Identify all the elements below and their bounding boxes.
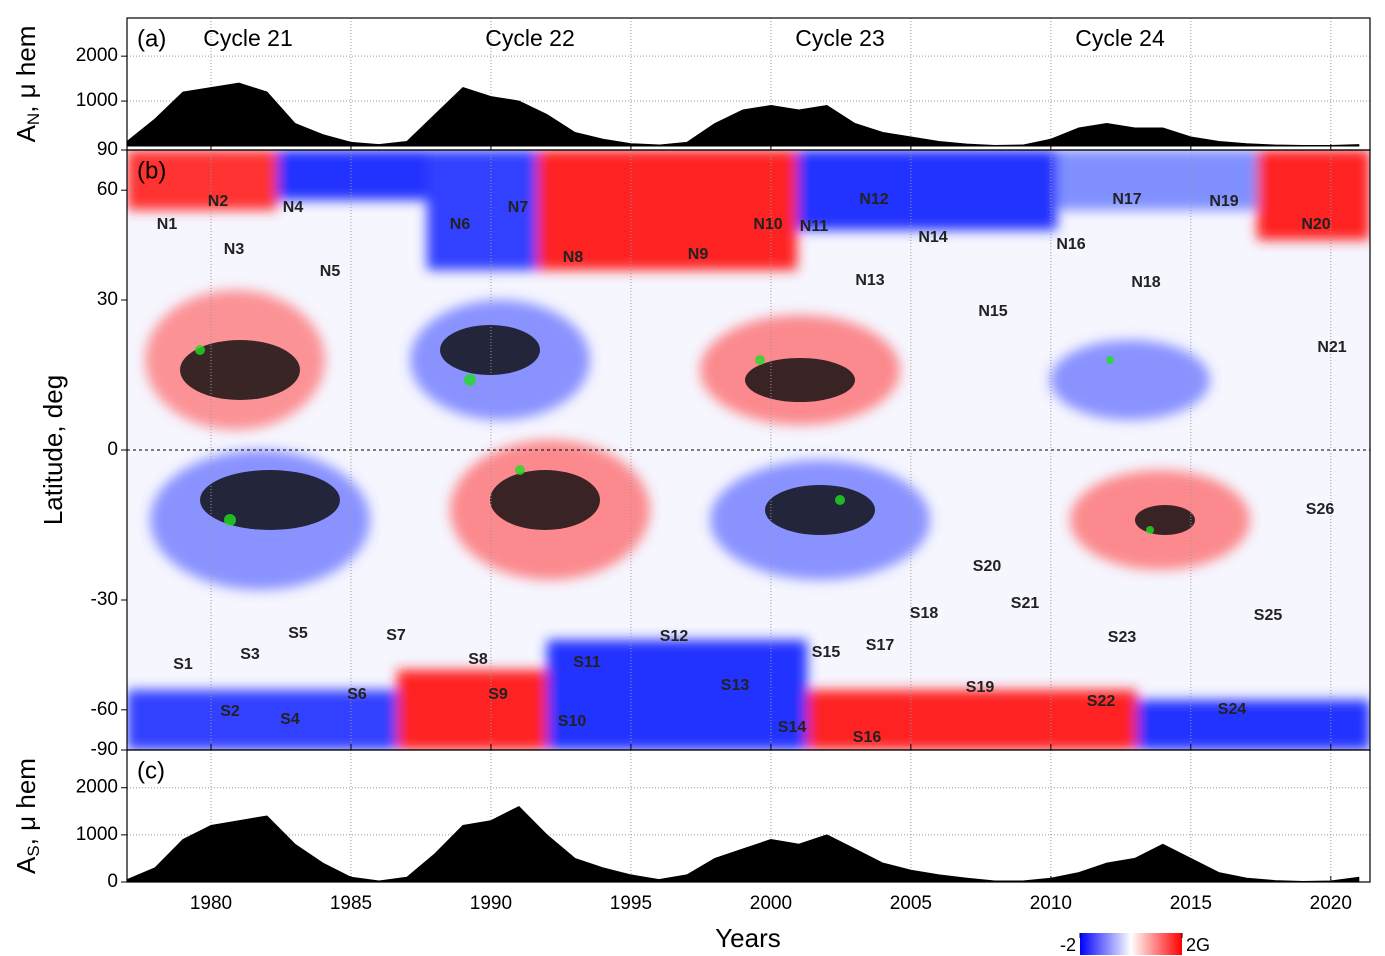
panel-label: (b) [137,157,166,184]
drift-label: S19 [966,679,995,696]
drift-label: S8 [468,651,488,668]
x-tick-label: 2005 [890,893,932,914]
drift-label: S4 [280,711,300,728]
x-tick-label: 1995 [610,893,652,914]
x-tick-label: 2020 [1310,893,1352,914]
drift-label: S15 [812,644,841,661]
drift-label: N15 [978,303,1007,320]
y-label-main: A [11,856,41,874]
drift-label: N1 [157,216,178,233]
drift-label: N12 [859,191,888,208]
drift-label: N21 [1317,339,1346,356]
drift-label: N2 [208,193,229,210]
drift-label: N13 [855,272,884,289]
drift-label: S18 [910,605,939,622]
colorbar [1080,933,1182,955]
drift-label: N8 [563,249,584,266]
drift-label: S14 [778,719,807,736]
drift-label: S16 [853,729,882,746]
drift-label: N19 [1209,193,1238,210]
drift-label: N9 [688,246,709,263]
drift-label: S13 [721,677,750,694]
cycle-label: Cycle 22 [485,25,574,51]
y-label-rest: , μ hem [11,26,41,113]
drift-label: S10 [558,713,587,730]
area [126,805,1360,883]
y-axis-label: AS, μ hem [11,758,44,874]
x-tick-label: 1990 [470,893,512,914]
y-label-sub: S [24,845,43,856]
x-tick-label: 2000 [750,893,792,914]
y-tick-label: 1000 [76,824,118,845]
cycle-label: Cycle 24 [1075,25,1165,51]
drift-label: S3 [240,646,260,663]
panel-frame [126,749,1371,883]
colorbar-label: -2 [1060,935,1076,955]
drift-label: S22 [1087,693,1116,710]
drift-label: N20 [1301,216,1330,233]
drift-label: N11 [800,218,829,235]
y-tick-label: 60 [97,179,118,200]
y-tick-label: -90 [91,739,118,760]
drift-label: N4 [283,199,304,216]
drift-label: S23 [1108,629,1137,646]
drift-label: S25 [1254,607,1283,624]
y-tick-label: -30 [91,589,118,610]
y-tick-label: 1000 [76,90,118,111]
drift-label: S2 [220,703,240,720]
drift-label: S5 [288,625,308,642]
drift-label: S1 [173,656,193,673]
drift-label: N18 [1131,274,1160,291]
drift-label: N14 [918,229,947,246]
drift-label: S20 [973,558,1002,575]
x-tick-label: 1980 [190,893,232,914]
drift-label: N17 [1112,191,1141,208]
y-label-rest: , μ hem [11,758,41,845]
y-tick-label: 2000 [76,45,118,66]
x-tick-label: 1985 [330,893,372,914]
drift-label: S24 [1218,701,1247,718]
panel-label: (a) [137,25,166,52]
y-tick-label: -60 [91,699,118,720]
drift-label: S7 [386,627,406,644]
y-axis-label: Latitude, deg [38,375,68,525]
drift-label: S12 [660,628,689,645]
cycle-label: Cycle 23 [795,25,884,51]
y-tick-label: 30 [97,289,118,310]
panel-label: (c) [137,757,165,784]
drift-label: N7 [508,199,529,216]
drift-label: S26 [1306,501,1335,518]
y-tick-label: 90 [97,139,118,160]
drift-label: N6 [450,216,471,233]
y-label-main: A [11,124,41,142]
y-axis-label: AN, μ hem [11,26,44,143]
y-tick-label: 0 [107,439,118,460]
drift-label: N16 [1056,236,1085,253]
heatmap-background [127,150,1370,750]
cycle-label: Cycle 21 [203,25,292,51]
y-tick-label: 0 [107,871,118,892]
x-tick-label: 2015 [1170,893,1212,914]
drift-label: S21 [1011,595,1040,612]
drift-label: N3 [224,241,245,258]
drift-label: S6 [347,686,367,703]
drift-label: N10 [753,216,782,233]
drift-label: S11 [573,654,601,671]
x-axis-label: Years [715,923,781,953]
drift-label: N5 [320,263,341,280]
area [126,82,1360,147]
y-label-sub: N [24,113,43,125]
drift-label: S17 [866,637,895,654]
x-tick-label: 2010 [1030,893,1072,914]
colorbar-label: 2G [1186,935,1210,955]
y-tick-label: 2000 [76,777,118,798]
drift-label: S9 [488,686,508,703]
